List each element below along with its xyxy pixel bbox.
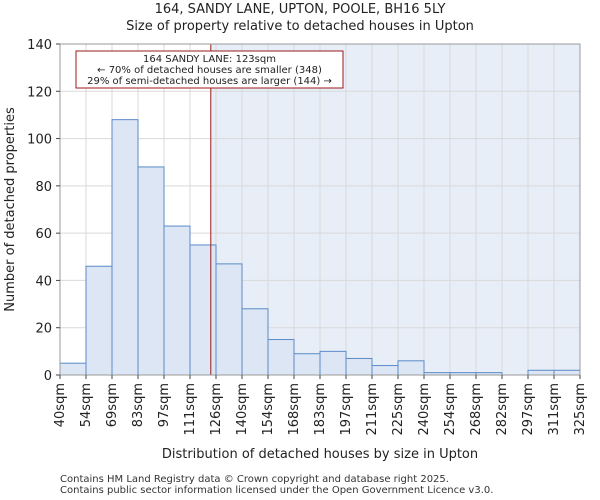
bar-225sqm	[397, 360, 425, 376]
x-tick-label: 83sqm	[131, 383, 146, 427]
y-tick-label: 100	[27, 133, 52, 148]
bar-311sqm	[553, 369, 581, 376]
x-tick-label: 268sqm	[469, 383, 484, 436]
x-tick-label: 168sqm	[287, 383, 302, 436]
x-tick-label: 97sqm	[157, 383, 172, 427]
bar-183sqm	[319, 350, 347, 376]
bar-40sqm	[59, 362, 87, 376]
annotation-line-2: ← 70% of detached houses are smaller (34…	[97, 65, 322, 76]
bar-211sqm	[371, 365, 399, 376]
y-tick-label: 60	[35, 227, 52, 242]
y-tick-label: 40	[35, 274, 52, 289]
y-tick-label: 0	[44, 369, 52, 384]
y-tick-label: 140	[27, 38, 52, 53]
x-tick-label: 140sqm	[235, 383, 250, 436]
chart-title: 164, SANDY LANE, UPTON, POOLE, BH16 5LY	[154, 2, 446, 17]
y-tick-label: 120	[27, 85, 52, 100]
x-axis-ticks: 40sqm 54sqm 69sqm 83sqm 97sqm 111sqm 126sqm 140…	[53, 375, 588, 436]
bar-168sqm	[293, 353, 321, 376]
bar-140sqm	[241, 308, 269, 376]
bar-297sqm	[527, 369, 555, 376]
footer-line-1: Contains HM Land Registry data © Crown c…	[60, 474, 449, 485]
x-tick-label: 183sqm	[313, 383, 328, 436]
bar-54sqm	[85, 265, 113, 376]
x-tick-label: 282sqm	[495, 383, 510, 436]
x-tick-label: 40sqm	[53, 383, 68, 427]
annotation-line-1: 164 SANDY LANE: 123sqm	[143, 54, 276, 65]
bars	[59, 119, 581, 376]
x-tick-label: 126sqm	[209, 383, 224, 436]
x-tick-label: 54sqm	[79, 383, 94, 427]
x-tick-label: 254sqm	[443, 383, 458, 436]
footer-line-2: Contains public sector information licen…	[60, 485, 494, 496]
bar-197sqm	[345, 357, 373, 376]
y-axis-label: Number of detached properties	[3, 107, 18, 312]
x-tick-label: 69sqm	[105, 383, 120, 427]
x-axis-label: Distribution of detached houses by size …	[162, 447, 478, 462]
bar-97sqm	[163, 225, 191, 376]
bar-69sqm	[111, 119, 139, 376]
y-axis-ticks: 0 20 40 60 80 100 120 140	[27, 38, 60, 384]
x-tick-label: 225sqm	[391, 383, 406, 436]
highlight-region	[210, 44, 581, 375]
y-tick-label: 80	[35, 180, 52, 195]
bar-83sqm	[137, 166, 165, 376]
y-tick-label: 20	[35, 322, 52, 337]
chart-subtitle: Size of property relative to detached ho…	[126, 19, 474, 34]
bar-154sqm	[267, 339, 295, 376]
x-tick-label: 154sqm	[261, 383, 276, 436]
x-tick-label: 197sqm	[339, 383, 354, 436]
x-tick-label: 325sqm	[573, 383, 588, 436]
x-tick-label: 297sqm	[521, 383, 536, 436]
x-tick-label: 111sqm	[183, 383, 198, 436]
bar-126sqm	[215, 263, 243, 376]
annotation-box	[75, 50, 344, 89]
bar-111sqm	[189, 244, 217, 376]
x-tick-label: 211sqm	[365, 383, 380, 436]
annotation-line-3: 29% of semi-detached houses are larger (…	[87, 76, 332, 87]
x-tick-label: 240sqm	[417, 383, 432, 436]
x-tick-label: 311sqm	[547, 383, 562, 436]
